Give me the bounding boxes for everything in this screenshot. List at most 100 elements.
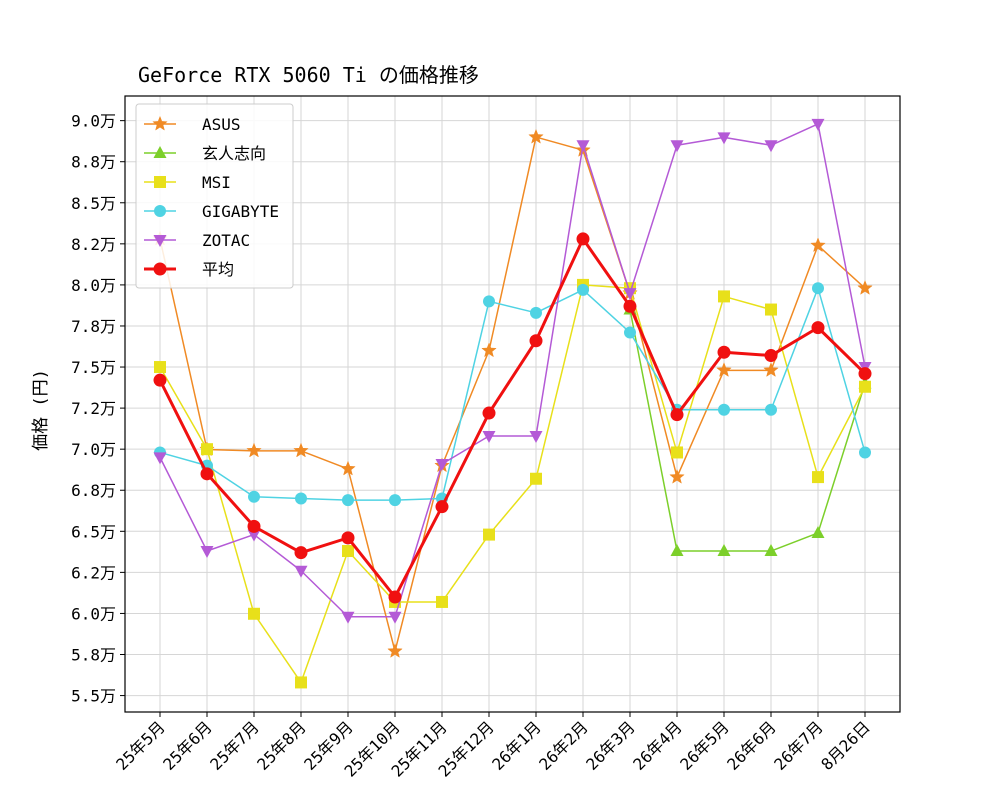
series-layer	[152, 118, 873, 689]
series-4	[153, 118, 872, 624]
data-point	[717, 132, 731, 145]
y-tick-label: 7.8万	[71, 317, 116, 336]
data-point	[811, 118, 825, 131]
legend-item: 玄人志向	[144, 144, 266, 163]
y-tick-label: 5.8万	[71, 646, 116, 665]
data-point	[670, 408, 684, 422]
chart-title: GeForce RTX 5060 Ti の価格推移	[138, 63, 479, 87]
legend-box	[135, 103, 294, 289]
legend-marker	[153, 146, 167, 158]
series-line	[159, 284, 866, 684]
data-point	[483, 528, 495, 541]
legend-label: GIGABYTE	[202, 202, 279, 221]
data-point	[811, 321, 825, 335]
legend-marker	[154, 176, 166, 188]
data-point	[764, 544, 778, 557]
data-point	[576, 232, 590, 246]
data-point	[624, 326, 636, 339]
data-point	[200, 467, 214, 481]
legend-item: ZOTAC	[144, 231, 250, 250]
data-point	[483, 295, 495, 308]
data-point	[341, 531, 355, 545]
data-point	[482, 431, 496, 444]
data-point	[200, 546, 214, 559]
data-point	[529, 334, 543, 348]
data-point	[389, 494, 401, 507]
legend-marker	[153, 235, 167, 247]
data-point	[718, 403, 730, 416]
data-point	[763, 362, 779, 377]
legend-label: MSI	[202, 173, 231, 192]
legend-marker	[152, 115, 168, 131]
y-tick-label: 7.0万	[71, 440, 116, 459]
series-line	[629, 309, 866, 552]
data-point	[623, 299, 637, 313]
data-point	[765, 403, 777, 416]
y-tick-label: 8.8万	[71, 153, 116, 172]
series-5	[153, 232, 872, 604]
data-point	[764, 140, 778, 153]
data-point	[388, 611, 402, 624]
data-point	[435, 458, 449, 471]
plot-frame	[124, 95, 901, 713]
data-point	[764, 349, 778, 363]
data-point	[294, 546, 308, 560]
legend-marker	[153, 262, 167, 276]
data-point	[717, 544, 731, 557]
y-axis-label: 価格 (円)	[31, 369, 51, 451]
data-point	[153, 452, 167, 465]
data-point	[669, 468, 685, 484]
series-line	[159, 136, 866, 652]
data-point	[387, 643, 403, 658]
y-tick-label: 9.0万	[71, 112, 116, 131]
data-point	[670, 544, 684, 557]
data-point	[718, 290, 730, 303]
data-point	[623, 288, 637, 301]
data-point	[530, 472, 542, 485]
legend: ASUS 玄人志向 MSI GIGABYTE ZOTAC 平均	[135, 103, 294, 289]
legend-marker	[154, 205, 166, 217]
data-point	[294, 565, 308, 578]
y-tick-label: 6.0万	[71, 604, 116, 623]
legend-label: 平均	[202, 260, 234, 279]
legend-label: ASUS	[202, 115, 241, 134]
data-point	[482, 406, 496, 420]
y-tick-label: 8.5万	[71, 194, 116, 213]
data-point	[247, 519, 261, 533]
data-point	[246, 442, 262, 458]
data-point	[342, 494, 354, 507]
data-point	[810, 237, 826, 253]
series-line	[159, 287, 866, 501]
data-point	[341, 611, 355, 624]
y-tick-label: 7.2万	[71, 399, 116, 418]
legend-item: 平均	[144, 260, 234, 279]
data-point	[717, 345, 731, 359]
data-point	[481, 342, 497, 358]
y-axis-ticks: 5.5万 5.8万 6.0万 6.2万 6.5万 6.8万 7.0万 7.2万 7.5万 7.8万…	[71, 112, 125, 706]
series-line	[159, 123, 866, 618]
data-point	[247, 529, 261, 542]
legend-label: ZOTAC	[202, 231, 250, 250]
series-line	[158, 237, 867, 599]
data-point	[342, 545, 354, 558]
data-point	[388, 590, 402, 604]
data-point	[295, 492, 307, 505]
y-tick-label: 5.5万	[71, 687, 116, 706]
data-point	[812, 282, 824, 295]
data-point	[812, 471, 824, 484]
legend-item: GIGABYTE	[144, 202, 279, 221]
legend-item: ASUS	[144, 115, 241, 134]
data-point	[201, 443, 213, 456]
y-tick-label: 8.0万	[71, 276, 116, 295]
data-point	[716, 362, 732, 377]
data-point	[530, 306, 542, 319]
data-point	[295, 676, 307, 689]
data-point	[858, 367, 872, 381]
data-point	[857, 279, 873, 295]
data-point	[154, 361, 166, 374]
y-tick-label: 8.2万	[71, 235, 116, 254]
series-2	[154, 278, 871, 689]
data-point	[435, 500, 449, 514]
y-tick-label: 6.2万	[71, 563, 116, 582]
data-point	[577, 283, 589, 296]
